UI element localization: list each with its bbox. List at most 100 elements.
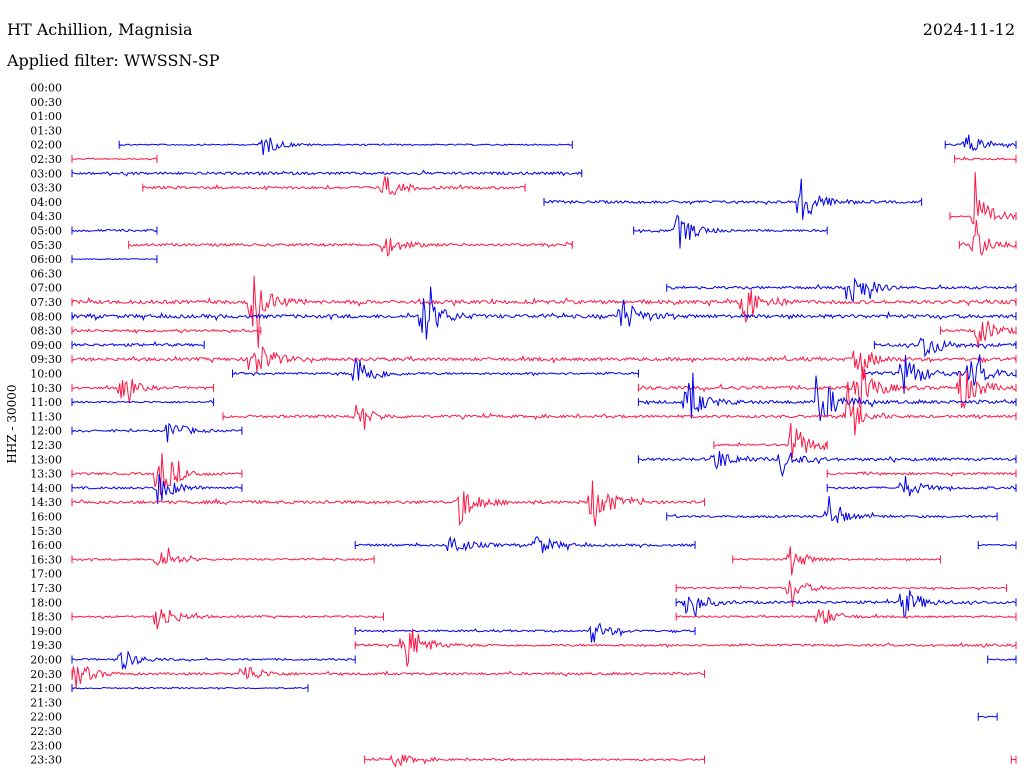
trace-segment [978,543,1017,547]
trace-segment [71,474,243,504]
row-tick-label: 13:30 [30,468,62,481]
trace-segment [128,237,573,257]
trace-segment [142,176,526,196]
trace-segment [874,337,1017,358]
trace-segment [71,157,158,161]
trace-segment [633,214,828,249]
row-tick-label: 12:30 [30,439,62,452]
row-tick-label: 22:00 [30,711,62,724]
trace-segment [355,622,696,643]
row-tick-label: 09:30 [30,353,62,366]
row-tick-label: 20:00 [30,654,62,667]
trace-segment [71,275,1017,349]
trace-segment [71,340,205,347]
row-tick-label: 11:30 [30,410,62,423]
row-tick-label: 16:00 [30,539,62,552]
trace-segment [638,451,1017,478]
trace-segment [638,366,1017,411]
trace-segment [864,354,1017,394]
row-tick-label: 22:30 [30,725,62,738]
row-tick-label: 14:00 [30,482,62,495]
row-tick-label: 23:30 [30,754,62,767]
trace-segment [954,155,1017,161]
trace-segment [987,658,1017,661]
row-tick-label: 18:00 [30,596,62,609]
trace-segment [71,345,1017,379]
row-tick-label: 19:00 [30,625,62,638]
filter-label: Applied filter: WWSSN-SP [7,51,220,70]
row-tick-label: 21:00 [30,682,62,695]
trace-segment [676,590,1017,618]
row-tick-label: 17:00 [30,568,62,581]
trace-segment [675,580,1007,607]
row-tick-label: 10:00 [30,368,62,381]
row-tick-label: 04:30 [30,210,62,223]
trace-segment [71,686,309,690]
trace-segment [71,547,375,566]
row-tick-label: 21:30 [30,696,62,709]
row-tick-label: 06:00 [30,253,62,266]
row-tick-label: 09:00 [30,339,62,352]
row-tick-label: 16:00 [30,511,62,524]
row-tick-label: 10:30 [30,382,62,395]
row-tick-label: 08:30 [30,325,62,338]
trace-segment [71,228,158,233]
trace-segment [1010,758,1017,761]
trace-segment [713,423,828,459]
row-tick-label: 00:00 [30,82,62,95]
row-tick-label: 12:00 [30,425,62,438]
trace-segment [949,172,1017,225]
trace-segment [940,320,1017,349]
trace-segment [71,378,214,404]
trace-segment [232,357,639,381]
trace-segment [71,286,1017,340]
row-tick-label: 19:30 [30,639,62,652]
trace-segment [354,628,1017,667]
trace-segment [827,476,1017,497]
trace-segment [675,609,1017,625]
trace-segment [71,665,705,688]
row-tick-label: 07:00 [30,282,62,295]
row-tick-label: 08:00 [30,310,62,323]
row-tick-label: 17:30 [30,582,62,595]
trace-segment [666,277,1017,302]
row-tick-label: 04:00 [30,196,62,209]
row-tick-label: 11:00 [30,396,62,409]
trace-segment [666,496,998,523]
trace-segment [364,754,705,768]
trace-segment [71,649,356,670]
row-tick-label: 05:00 [30,225,62,238]
row-tick-label: 05:30 [30,239,62,252]
row-tick-label: 02:30 [30,153,62,166]
trace-segment [71,422,243,443]
trace-segment [71,609,384,630]
row-tick-label: 14:30 [30,496,62,509]
trace-segment [978,715,998,719]
row-tick-label: 20:30 [30,668,62,681]
station-title: HT Achillion, Magnisia [7,20,193,39]
row-tick-label: 06:30 [30,267,62,280]
row-tick-label: 16:30 [30,553,62,566]
trace-group [71,134,1017,768]
row-tick-label: 03:30 [30,182,62,195]
row-tick-label: 01:30 [30,124,62,137]
trace-segment [71,480,705,527]
row-tick-label: 15:30 [30,525,62,538]
row-tick-label: 01:00 [30,110,62,123]
row-tick-label: 23:00 [30,739,62,752]
row-tick-label: 13:00 [30,453,62,466]
trace-segment [118,137,573,156]
trace-segment [71,399,214,404]
trace-segment [71,257,158,261]
trace-segment [355,535,696,554]
row-tick-label: 18:30 [30,611,62,624]
row-tick-label: 02:00 [30,139,62,152]
trace-segment [543,178,922,220]
trace-segment [222,381,1017,436]
trace-segment [71,328,262,335]
trace-segment [826,470,1017,477]
trace-segment [71,169,582,177]
record-date: 2024-11-12 [922,20,1015,39]
